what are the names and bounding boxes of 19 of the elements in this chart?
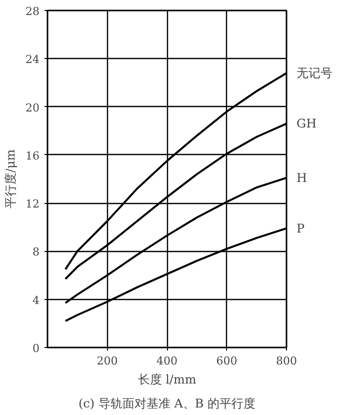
x-tick-label: 600 [216,354,238,368]
x-axis-title: 长度 l/mm [138,372,197,386]
x-tick-label: 800 [276,354,297,368]
series-label: 无记号 [296,66,332,80]
y-tick-label: 20 [26,101,40,114]
series-label: GH [296,116,317,131]
series-label: P [296,221,305,236]
y-axis-title: 平行度/μm [4,148,18,209]
series-label: H [296,170,307,185]
y-tick-label: 16 [26,149,40,162]
y-tick-label: 8 [32,246,40,259]
x-tick-label: 400 [156,354,178,368]
y-tick-label: 28 [26,5,40,18]
y-tick-label: 4 [32,294,40,307]
y-tick-label: 12 [26,198,40,211]
y-tick-label: 0 [32,342,40,355]
text: (c) 导轨面对基准 A、B 的平行度 [78,396,256,410]
x-tick-label: 200 [96,354,118,368]
y-tick-label: 24 [26,53,40,66]
